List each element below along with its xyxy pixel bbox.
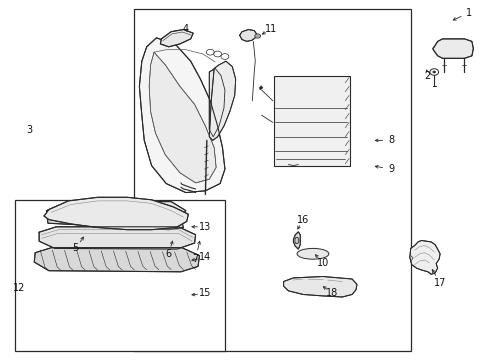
Polygon shape [209, 68, 224, 137]
Text: 3: 3 [26, 125, 32, 135]
Text: 8: 8 [387, 135, 393, 145]
Polygon shape [409, 240, 439, 274]
Polygon shape [46, 202, 185, 218]
Circle shape [254, 34, 260, 38]
Polygon shape [44, 197, 188, 230]
Text: 4: 4 [183, 24, 188, 34]
Text: 18: 18 [325, 288, 338, 298]
Polygon shape [46, 211, 183, 230]
Polygon shape [293, 232, 300, 249]
Text: 14: 14 [199, 252, 211, 262]
Text: 17: 17 [433, 278, 446, 288]
Bar [134, 9, 410, 351]
Text: 5: 5 [73, 243, 79, 253]
Polygon shape [432, 39, 472, 58]
Ellipse shape [297, 248, 328, 259]
Text: 7: 7 [192, 254, 198, 264]
Text: 9: 9 [387, 164, 393, 174]
Text: 13: 13 [199, 222, 211, 232]
Text: 11: 11 [264, 24, 277, 34]
Text: 2: 2 [424, 71, 430, 81]
FancyBboxPatch shape [273, 76, 349, 166]
Bar [15, 200, 224, 351]
Circle shape [432, 71, 435, 73]
Polygon shape [283, 276, 356, 297]
Text: 6: 6 [165, 249, 171, 259]
Polygon shape [39, 227, 195, 249]
Polygon shape [34, 248, 199, 272]
Text: 1: 1 [466, 8, 471, 18]
Polygon shape [259, 86, 263, 90]
Text: 10: 10 [316, 258, 328, 268]
Text: 15: 15 [199, 288, 211, 298]
Polygon shape [239, 30, 256, 41]
Text: 12: 12 [13, 283, 26, 293]
Text: 16: 16 [296, 215, 309, 225]
Polygon shape [149, 52, 216, 183]
Polygon shape [209, 61, 235, 140]
Polygon shape [160, 30, 193, 47]
Ellipse shape [294, 237, 298, 244]
Polygon shape [139, 38, 224, 193]
